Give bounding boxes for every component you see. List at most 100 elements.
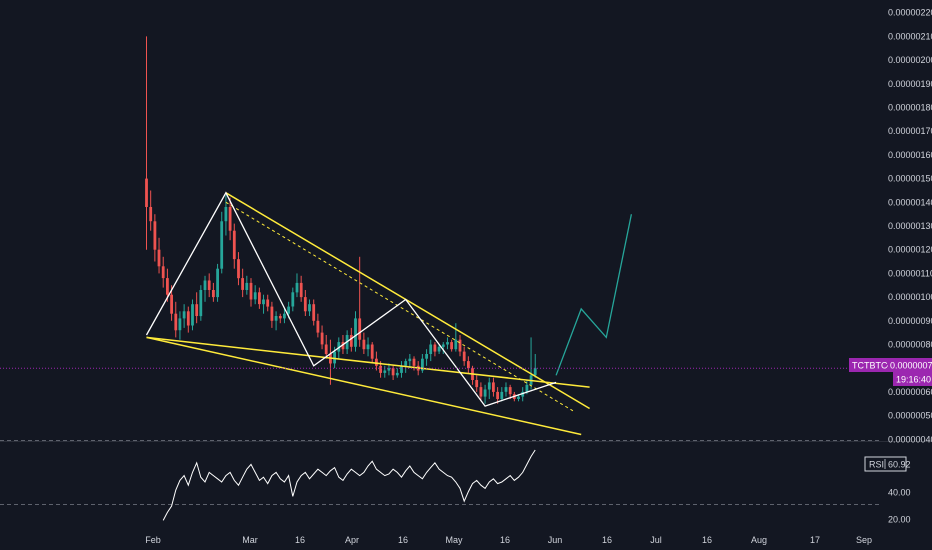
candle-body: [224, 207, 228, 222]
time-axis[interactable]: Feb Mar 16 Apr 16 May 16 Jun 16 Jul 16 Aug 17 Sep: [145, 535, 872, 545]
zigzag-pattern[interactable]: [145, 191, 557, 407]
candle-body: [475, 380, 479, 388]
candle-body: [425, 354, 428, 359]
candle-body: [462, 351, 466, 362]
time-tick-label: Mar: [242, 535, 258, 545]
price-tick-label: 0.00000160: [888, 150, 932, 160]
candle-body: [303, 297, 307, 312]
candle: [475, 375, 479, 392]
candle-body: [178, 318, 182, 331]
time-tick-label: 16: [702, 535, 712, 545]
symbol-price-tag: TCTBTC · 0.00000070: [849, 358, 932, 372]
candle-body: [467, 361, 470, 369]
candle: [207, 273, 211, 298]
candle: [454, 323, 458, 352]
candle-body: [207, 280, 211, 290]
candle-body: [253, 292, 257, 300]
candle: [441, 342, 445, 354]
candle-body: [349, 335, 353, 347]
candle: [186, 306, 190, 333]
candle: [375, 351, 378, 371]
candle-body: [533, 368, 537, 376]
rsi-level-tags: 40.00 20.00: [888, 488, 911, 525]
candle: [149, 190, 153, 231]
price-tick-label: 0.00000190: [888, 79, 932, 89]
candle-body: [333, 351, 336, 364]
candle: [533, 354, 537, 378]
candle: [383, 365, 387, 378]
candle-body: [358, 318, 362, 340]
candle: [228, 197, 232, 241]
projection-path[interactable]: [555, 214, 633, 376]
candle-body: [195, 304, 199, 316]
candle-body: [174, 313, 178, 331]
price-tick-label: 0.00000110: [888, 268, 932, 278]
rsi-level-40: 40.00: [888, 488, 911, 498]
candle-body: [266, 299, 270, 307]
candle-body: [270, 306, 274, 321]
candle: [241, 268, 244, 298]
candle: [370, 342, 374, 364]
candle-body: [395, 372, 399, 376]
time-tick-label: Jun: [548, 535, 563, 545]
trend-line[interactable]: [225, 192, 590, 410]
time-tick-label: Apr: [345, 535, 359, 545]
candle-body: [157, 249, 161, 267]
candle: [425, 349, 428, 366]
candle: [408, 354, 412, 369]
candle-body: [170, 294, 173, 314]
candle: [467, 356, 470, 373]
rsi-legend[interactable]: RSI 60.92: [864, 456, 911, 472]
candle-body: [521, 391, 525, 397]
candle: [508, 384, 512, 399]
candle: [504, 382, 508, 397]
candle-body: [199, 290, 203, 317]
drawings-layer[interactable]: [145, 191, 633, 436]
candle-body: [446, 342, 449, 345]
candle-body: [312, 304, 316, 321]
candle: [500, 387, 504, 402]
candle-body: [182, 311, 186, 319]
candle-body: [366, 344, 370, 350]
candle: [483, 384, 487, 404]
candle-body: [237, 259, 240, 279]
time-tick-label: 16: [295, 535, 305, 545]
candle-body: [508, 387, 512, 395]
candle: [387, 363, 391, 376]
time-tick-label: Feb: [145, 535, 161, 545]
trend-line[interactable]: [146, 336, 582, 436]
candle: [216, 263, 219, 302]
candle: [479, 382, 483, 402]
price-tick-label: 0.00000150: [888, 174, 932, 184]
candle: [366, 337, 370, 357]
candle-body: [362, 339, 366, 350]
candle: [324, 335, 328, 359]
price-axis[interactable]: 0.00000220 0.00000210 0.00000200 0.00000190…: [888, 8, 932, 445]
time-tick-label: Aug: [751, 535, 767, 545]
price-tick-label: 0.00000170: [888, 126, 932, 136]
candle: [274, 311, 278, 331]
candle-body: [320, 332, 324, 345]
candle-body: [404, 361, 408, 366]
candle-body: [186, 311, 190, 326]
trend-line[interactable]: [146, 336, 590, 388]
candle: [450, 339, 453, 352]
countdown-label: 19:16:40: [896, 375, 931, 385]
price-tick-label: 0.00000050: [888, 411, 932, 421]
candle: [199, 285, 203, 321]
candle-body: [354, 318, 357, 347]
price-tick-label: 0.00000200: [888, 55, 932, 65]
dashed-midline[interactable]: [225, 201, 574, 412]
candle: [191, 299, 194, 331]
candle-body: [216, 268, 219, 298]
candle-body: [387, 368, 391, 371]
candle: [487, 377, 491, 399]
candle-body: [145, 178, 148, 207]
price-tick-label: 0.00000210: [888, 31, 932, 41]
candle: [178, 311, 182, 340]
time-tick-label: 16: [398, 535, 408, 545]
candle-body: [391, 368, 395, 376]
candle-body: [203, 280, 207, 290]
candle: [299, 275, 303, 302]
